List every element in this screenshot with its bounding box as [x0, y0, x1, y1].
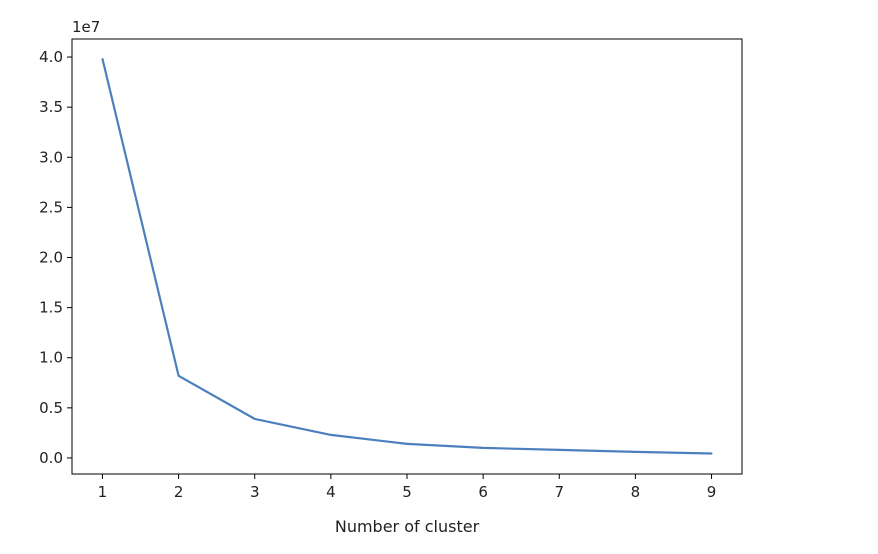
plot-frame: [71, 38, 743, 475]
y-tick-label: 2.0: [39, 249, 63, 267]
x-tick-label: 1: [98, 483, 108, 501]
y-tick-label: 3.0: [39, 148, 63, 166]
x-axis: 1 2 3 4 5 6 7 8 9: [98, 474, 717, 501]
x-tick-label: 4: [326, 483, 336, 501]
series-line: [101, 58, 712, 455]
data-point: [482, 446, 485, 449]
y-tick-label: 3.5: [39, 98, 63, 116]
data-point: [634, 450, 637, 453]
x-tick-label: 5: [402, 483, 412, 501]
x-tick-label: 2: [174, 483, 184, 501]
y-offset-label: 1e7: [72, 18, 100, 36]
data-point: [101, 58, 104, 61]
x-axis-label: Number of cluster: [335, 517, 480, 536]
x-tick-label: 8: [631, 483, 641, 501]
x-tick-label: 6: [478, 483, 488, 501]
y-tick-label: 2.5: [39, 198, 63, 216]
data-point: [177, 374, 180, 377]
y-tick-label: 0.0: [39, 449, 63, 467]
y-tick-label: 1.0: [39, 349, 63, 367]
data-point: [710, 452, 713, 455]
data-point: [253, 417, 256, 420]
y-tick-label: 1.5: [39, 299, 63, 317]
x-tick-label: 9: [707, 483, 717, 501]
y-axis: 0.0 0.5 1.0 1.5 2.0 2.5 3.0 3.5 4.0: [39, 48, 72, 467]
data-point: [329, 433, 332, 436]
data-point: [406, 442, 408, 445]
y-tick-label: 0.5: [39, 399, 63, 417]
x-tick-label: 7: [554, 483, 564, 501]
y-tick-label: 4.0: [39, 48, 63, 66]
series-layer: [101, 58, 713, 455]
x-tick-label: 3: [250, 483, 260, 501]
data-point: [558, 448, 561, 451]
